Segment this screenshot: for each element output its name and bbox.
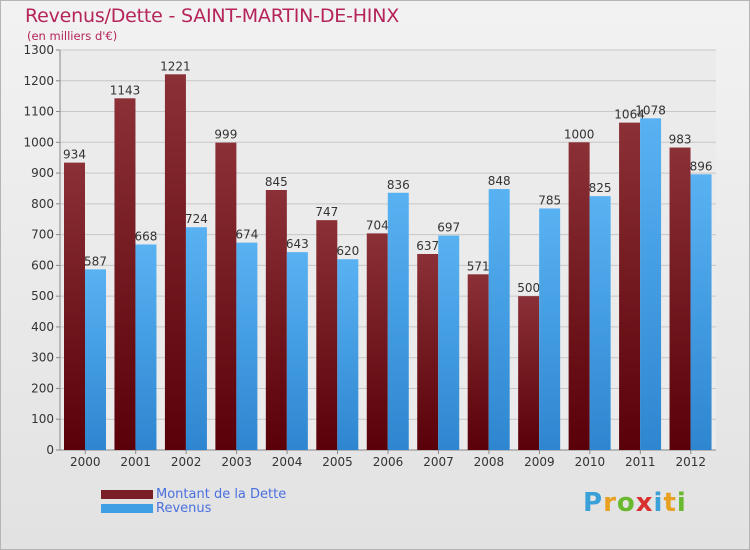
data-label-dette: 1143 bbox=[110, 83, 141, 97]
data-label-dette: 1000 bbox=[564, 127, 595, 141]
data-label-revenus: 825 bbox=[589, 181, 612, 195]
bar-dette bbox=[619, 122, 641, 450]
bar-dette bbox=[417, 254, 439, 450]
data-label-dette: 934 bbox=[63, 148, 86, 162]
data-label-revenus: 1078 bbox=[635, 103, 666, 117]
proxiti-logo: Proxiti bbox=[583, 488, 687, 518]
y-tick-label: 200 bbox=[31, 381, 54, 395]
bar-revenus bbox=[438, 235, 460, 450]
data-label-revenus: 836 bbox=[387, 178, 410, 192]
logo-letter: x bbox=[635, 488, 654, 518]
y-tick-label: 0 bbox=[46, 443, 54, 457]
y-tick-label: 100 bbox=[31, 412, 54, 426]
y-tick-label: 500 bbox=[31, 289, 54, 303]
legend-label-revenus: Revenus bbox=[156, 500, 212, 516]
bar-revenus bbox=[488, 189, 510, 451]
bar-revenus bbox=[185, 227, 207, 450]
bar-revenus bbox=[690, 174, 712, 451]
data-label-dette: 1064 bbox=[614, 108, 645, 122]
y-tick-label: 700 bbox=[31, 228, 54, 242]
x-tick-label: 2001 bbox=[120, 455, 151, 469]
bar-revenus bbox=[135, 244, 157, 450]
x-tick-label: 2011 bbox=[625, 455, 656, 469]
data-label-revenus: 724 bbox=[185, 212, 208, 226]
bar-dette bbox=[114, 98, 136, 451]
chart-subtitle: (en milliers d'€) bbox=[27, 29, 118, 43]
data-label-dette: 637 bbox=[416, 239, 439, 253]
legend-item-revenus: Revenus bbox=[101, 500, 212, 516]
logo-letter: t bbox=[663, 488, 677, 518]
x-tick-label: 2007 bbox=[423, 455, 454, 469]
chart-title: Revenus/Dette - SAINT-MARTIN-DE-HINX bbox=[25, 5, 400, 27]
logo-letter: o bbox=[616, 488, 636, 518]
x-tick-label: 2003 bbox=[221, 455, 252, 469]
data-label-revenus: 896 bbox=[690, 159, 713, 173]
legend-swatch-revenus bbox=[101, 503, 153, 513]
bar-dette bbox=[265, 190, 287, 450]
bar-dette bbox=[366, 233, 388, 450]
bar-dette bbox=[467, 274, 489, 450]
logo-letter: P bbox=[583, 488, 604, 518]
data-label-dette: 747 bbox=[315, 205, 338, 219]
bar-revenus bbox=[640, 118, 662, 451]
y-tick-label: 300 bbox=[31, 351, 54, 365]
bar-revenus bbox=[539, 208, 561, 450]
legend-swatch-dette bbox=[101, 489, 153, 499]
data-label-dette: 704 bbox=[366, 218, 389, 232]
data-label-revenus: 674 bbox=[235, 228, 258, 242]
y-tick-label: 600 bbox=[31, 258, 54, 272]
x-tick-label: 2010 bbox=[575, 455, 606, 469]
data-label-dette: 571 bbox=[467, 259, 490, 273]
y-tick-label: 1100 bbox=[23, 105, 54, 119]
legend-item-dette: Montant de la Dette bbox=[101, 486, 287, 502]
x-tick-label: 2004 bbox=[272, 455, 303, 469]
y-tick-label: 1000 bbox=[23, 135, 54, 149]
x-tick-label: 2002 bbox=[171, 455, 202, 469]
x-tick-label: 2009 bbox=[524, 455, 555, 469]
data-label-revenus: 697 bbox=[437, 221, 460, 235]
data-label-dette: 845 bbox=[265, 175, 288, 189]
bar-revenus bbox=[337, 259, 359, 450]
bar-revenus bbox=[85, 269, 106, 450]
x-tick-label: 2005 bbox=[322, 455, 353, 469]
data-label-revenus: 668 bbox=[135, 229, 158, 243]
bar-dette bbox=[568, 142, 590, 451]
bar-dette bbox=[164, 74, 186, 451]
data-label-dette: 999 bbox=[214, 128, 237, 142]
y-tick-label: 400 bbox=[31, 320, 54, 334]
x-tick-label: 2012 bbox=[675, 455, 706, 469]
bar-revenus bbox=[387, 192, 409, 450]
y-tick-label: 800 bbox=[31, 197, 54, 211]
logo-letter: r bbox=[603, 488, 617, 518]
y-tick-label: 1200 bbox=[23, 74, 54, 88]
x-tick-label: 2006 bbox=[373, 455, 404, 469]
legend-label-dette: Montant de la Dette bbox=[156, 486, 287, 502]
y-tick-label: 1300 bbox=[23, 43, 54, 57]
bar-dette bbox=[669, 147, 691, 451]
bar-dette bbox=[316, 220, 338, 450]
logo-letter: i bbox=[653, 488, 664, 518]
bar-revenus bbox=[236, 242, 258, 450]
bar-revenus bbox=[286, 252, 308, 450]
x-tick-label: 2008 bbox=[474, 455, 505, 469]
bar-dette bbox=[518, 296, 540, 450]
bar-dette bbox=[215, 142, 237, 450]
data-label-revenus: 620 bbox=[336, 244, 359, 258]
y-tick-label: 900 bbox=[31, 166, 54, 180]
data-label-revenus: 643 bbox=[286, 237, 309, 251]
data-label-dette: 983 bbox=[669, 133, 692, 147]
data-label-revenus: 848 bbox=[488, 174, 511, 188]
bar-dette bbox=[64, 162, 85, 450]
x-tick-label: 2000 bbox=[70, 455, 101, 469]
data-label-revenus: 587 bbox=[84, 254, 107, 268]
data-label-dette: 500 bbox=[517, 281, 540, 295]
bar-revenus bbox=[589, 196, 611, 450]
logo-letter: i bbox=[676, 488, 687, 518]
data-label-revenus: 785 bbox=[538, 193, 561, 207]
data-label-dette: 1221 bbox=[160, 59, 191, 73]
